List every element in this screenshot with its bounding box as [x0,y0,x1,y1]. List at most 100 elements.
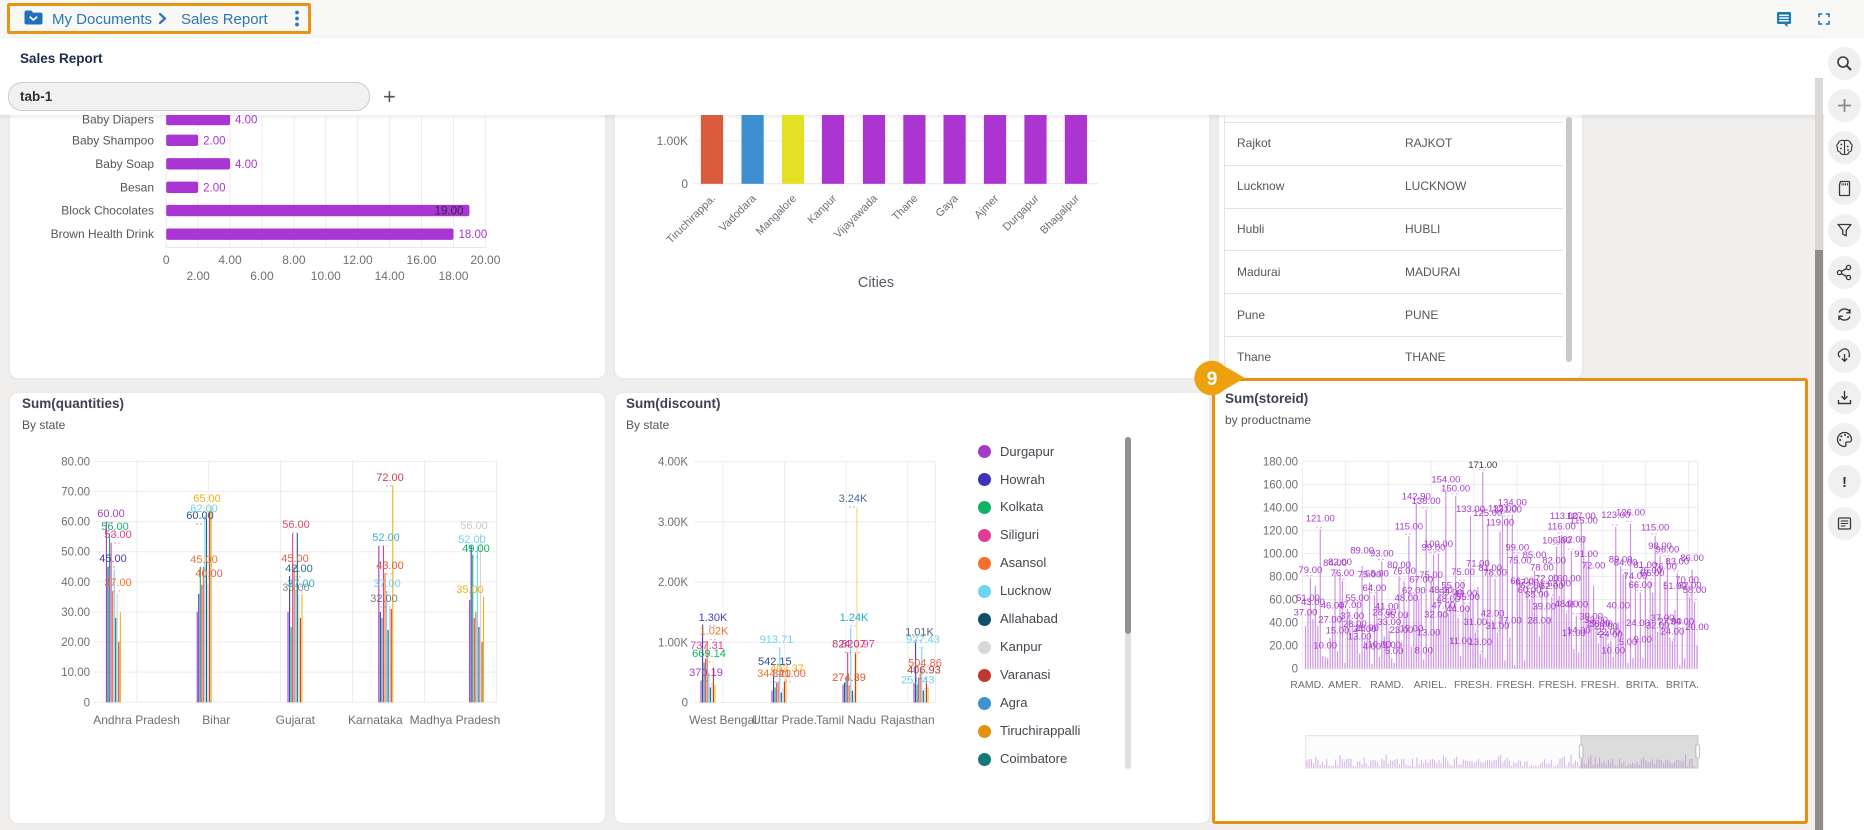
svg-text:4.00: 4.00 [1363,642,1382,653]
svg-text:115.00: 115.00 [1395,521,1423,532]
svg-text:127.00: 127.00 [1567,511,1596,522]
svg-text:36.00: 36.00 [282,582,310,594]
svg-text:56.00: 56.00 [101,521,129,533]
svg-text:Gaya: Gaya [934,192,962,220]
svg-text:93.00: 93.00 [1370,549,1394,560]
svg-text:66.00: 66.00 [1641,568,1665,579]
svg-text:119.00: 119.00 [1486,518,1514,529]
svg-text:45.00: 45.00 [190,554,218,566]
svg-text:!: ! [1842,474,1847,491]
svg-text:84.00: 84.00 [1614,558,1638,569]
svg-text:BRITA.: BRITA. [1666,679,1699,691]
svg-text:Gujarat: Gujarat [276,713,316,727]
svg-text:0: 0 [1292,664,1298,676]
svg-text:32.00: 32.00 [1424,609,1448,620]
svg-text:67.00: 67.00 [1409,574,1433,585]
svg-text:60.00: 60.00 [1269,594,1298,606]
svg-text:80.00: 80.00 [1387,560,1411,571]
svg-text:51.00: 51.00 [1663,581,1687,592]
svg-text:83.00: 83.00 [1665,557,1689,568]
svg-text:62.00: 62.00 [1402,586,1426,597]
svg-text:75.00: 75.00 [1451,567,1475,578]
svg-text:62.00: 62.00 [190,503,218,515]
svg-text:49.00: 49.00 [1454,588,1478,599]
svg-text:Tamil Nadu: Tamil Nadu [816,713,876,727]
svg-text:48.00: 48.00 [1555,599,1579,610]
svg-text:18.00: 18.00 [438,269,468,283]
svg-text:Baby Soap: Baby Soap [95,157,154,171]
svg-text:24.00: 24.00 [1660,627,1684,638]
svg-text:1.00K: 1.00K [658,637,688,649]
svg-text:82.00: 82.00 [1328,557,1352,568]
svg-text:11.00: 11.00 [1449,636,1472,647]
svg-text:60.00: 60.00 [186,510,214,522]
svg-text:22.00: 22.00 [1596,627,1620,638]
svg-text:78.00: 78.00 [1530,562,1554,573]
svg-text:72.00: 72.00 [1582,560,1606,571]
svg-text:913.71: 913.71 [760,634,794,646]
svg-text:72.00: 72.00 [376,472,404,484]
svg-text:1.01K: 1.01K [905,627,934,639]
svg-text:20.00: 20.00 [470,253,500,267]
svg-text:35.00: 35.00 [456,584,484,596]
svg-text:23.00: 23.00 [1390,625,1414,636]
svg-text:76.00: 76.00 [1653,561,1677,572]
svg-text:32.00: 32.00 [370,593,398,605]
svg-text:13.00: 13.00 [1348,632,1372,643]
svg-text:51.00: 51.00 [1296,593,1320,604]
svg-text:Mangalore: Mangalore [754,193,799,238]
svg-text:60.00: 60.00 [61,517,90,529]
svg-text:824.07: 824.07 [832,639,866,651]
svg-text:FRESH.: FRESH. [1581,679,1620,691]
svg-text:43.00: 43.00 [376,560,404,572]
svg-text:22.00: 22.00 [1587,618,1611,629]
svg-text:43.00: 43.00 [1301,597,1325,608]
svg-text:Madhya Pradesh: Madhya Pradesh [410,713,501,727]
svg-text:39.00: 39.00 [1532,602,1556,613]
svg-text:33.00: 33.00 [1584,615,1608,626]
svg-text:West Bengal: West Bengal [689,713,757,727]
svg-text:180.00: 180.00 [1263,456,1298,468]
svg-text:64.00: 64.00 [1363,583,1387,594]
svg-text:74.00: 74.00 [1624,571,1648,582]
svg-text:27.00: 27.00 [1318,614,1342,625]
svg-text:60.00: 60.00 [97,508,125,520]
svg-text:13.00: 13.00 [1417,627,1441,638]
svg-text:46.00: 46.00 [1564,600,1588,611]
svg-text:45.00: 45.00 [281,553,309,565]
svg-text:72.00: 72.00 [1535,574,1559,585]
svg-text:49.00: 49.00 [462,543,490,555]
svg-text:820.97: 820.97 [841,639,875,651]
svg-text:121.00: 121.00 [1306,514,1335,525]
svg-text:FRESH.: FRESH. [1496,679,1535,691]
svg-text:18.00: 18.00 [458,229,487,241]
svg-text:56.00: 56.00 [460,520,488,532]
svg-text:59.00: 59.00 [1439,587,1463,598]
svg-text:24.00: 24.00 [1626,618,1650,629]
svg-text:Vijayawada: Vijayawada [832,192,881,241]
svg-text:3.24K: 3.24K [839,493,868,505]
svg-text:84.00: 84.00 [1323,558,1347,569]
svg-text:70.00: 70.00 [61,486,90,498]
svg-text:20.00: 20.00 [1685,622,1709,633]
svg-text:26.00: 26.00 [1355,623,1379,634]
svg-text:12.00: 12.00 [343,253,373,267]
svg-text:RAMD.: RAMD. [1290,679,1324,691]
svg-text:Tiruchirappa.: Tiruchirappa. [665,193,719,247]
svg-text:1.24K: 1.24K [840,612,869,624]
svg-text:0: 0 [681,177,688,191]
svg-text:15.00: 15.00 [1326,625,1350,636]
svg-text:60.00: 60.00 [1518,585,1542,596]
svg-text:131.00: 131.00 [1493,504,1522,515]
svg-text:5.00: 5.00 [1619,637,1638,648]
svg-text:10.00: 10.00 [1313,641,1337,652]
svg-text:9: 9 [1207,369,1218,390]
svg-text:46.00: 46.00 [1321,601,1345,612]
svg-text:Vadodara: Vadodara [717,192,759,234]
svg-text:Brown Health Drink: Brown Health Drink [51,227,155,241]
svg-text:0: 0 [163,253,170,267]
svg-text:Kanpur: Kanpur [806,192,840,226]
svg-text:24.00: 24.00 [1599,629,1623,640]
svg-text:14.00: 14.00 [1567,625,1591,636]
svg-text:171.00: 171.00 [1468,460,1497,471]
